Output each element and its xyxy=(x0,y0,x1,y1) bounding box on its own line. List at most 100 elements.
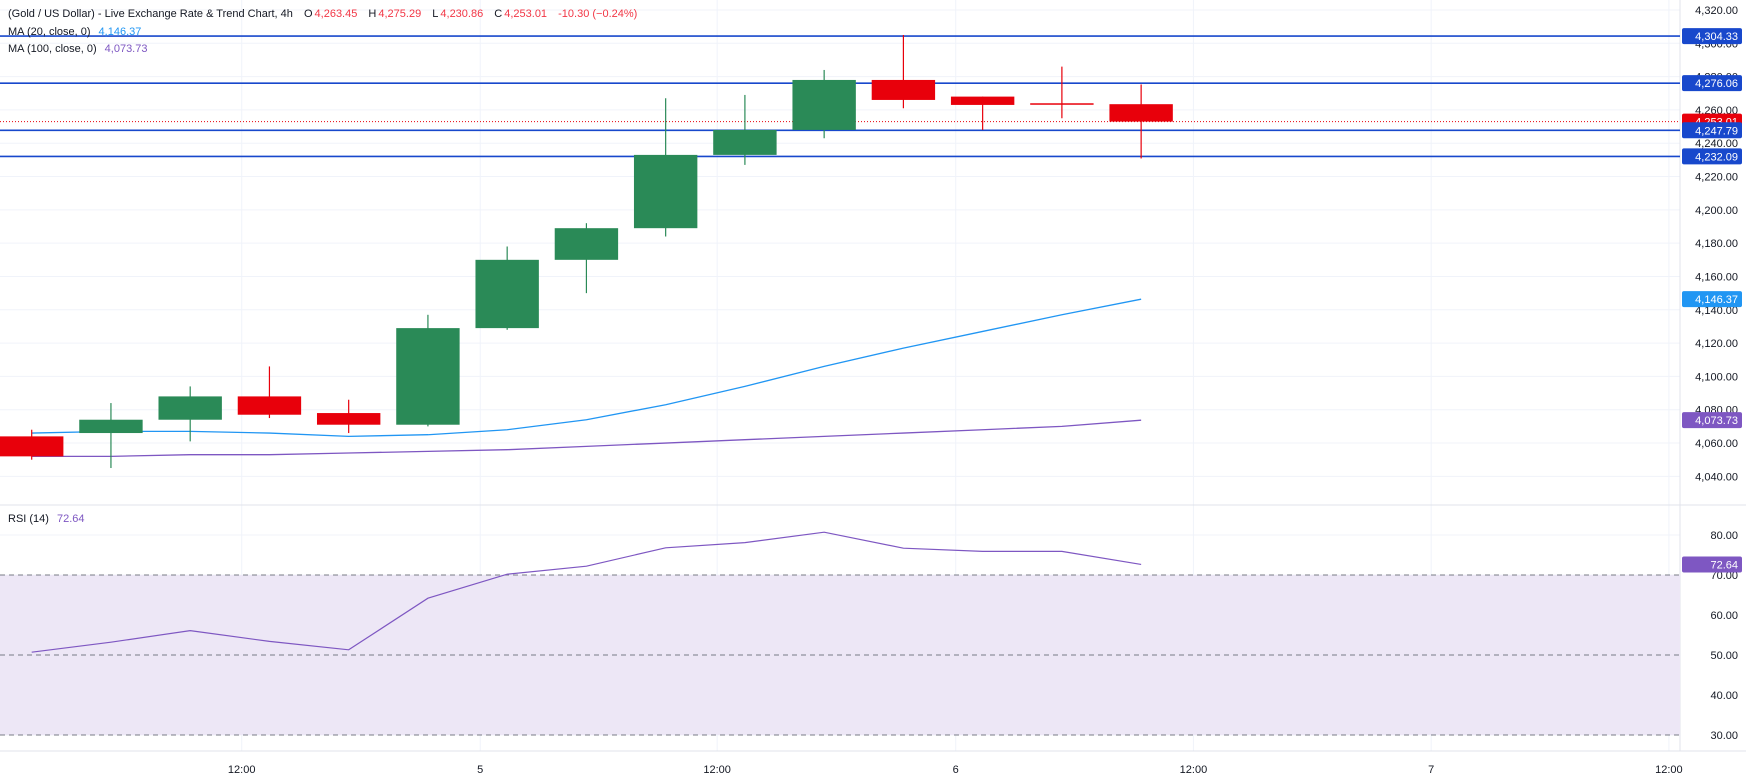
candle-body xyxy=(79,419,143,434)
rsi-tick-label: 40.00 xyxy=(1710,690,1738,702)
time-tick-label: 12:00 xyxy=(1180,764,1208,776)
time-tick-label: 12:00 xyxy=(1655,764,1683,776)
price-tag[interactable]: 4,146.37 xyxy=(1682,291,1742,308)
candle xyxy=(633,98,698,237)
price-tick-label: 4,140.00 xyxy=(1695,305,1738,317)
legend-low-value: 4,230.86 xyxy=(440,8,484,20)
legend-rsi-label: RSI (14) xyxy=(8,513,49,525)
candle xyxy=(792,69,856,139)
rsi-tick-label: 60.00 xyxy=(1710,610,1738,622)
time-tick-label: 12:00 xyxy=(703,764,731,776)
price-tag-bg xyxy=(1682,148,1742,165)
legend-main: (Gold / US Dollar) - Live Exchange Rate … xyxy=(8,8,639,20)
price-tag-bg xyxy=(1682,122,1742,139)
legend-close-label: C xyxy=(494,8,503,20)
price-tick-label: 4,240.00 xyxy=(1695,138,1738,150)
candle-body xyxy=(950,96,1015,105)
price-tag-text: 4,304.33 xyxy=(1695,31,1738,43)
price-tick-label: 4,060.00 xyxy=(1695,438,1738,450)
candle xyxy=(1030,66,1094,119)
price-tag-text: 4,247.79 xyxy=(1695,125,1738,137)
legend-ma20-value: 4,146.37 xyxy=(98,26,142,38)
candle xyxy=(158,386,222,442)
candle-body xyxy=(316,413,381,425)
legend-ma100-label: MA (100, close, 0) xyxy=(8,43,97,55)
price-tick-label: 4,040.00 xyxy=(1695,471,1738,483)
ma20-line xyxy=(31,298,1142,438)
candle xyxy=(0,429,64,460)
candle xyxy=(713,94,777,165)
price-tick-label: 4,200.00 xyxy=(1695,205,1738,217)
legend-ma20-label: MA (20, close, 0) xyxy=(8,26,91,38)
candle-body xyxy=(396,328,460,425)
price-tick-label: 4,220.00 xyxy=(1695,172,1738,184)
candle xyxy=(79,403,143,469)
legend-ma100-value: 4,073.73 xyxy=(104,43,148,55)
legend-rsi[interactable]: RSI (14) 72.64 xyxy=(8,513,87,525)
price-tag[interactable]: 4,304.33 xyxy=(1682,28,1742,45)
rsi-tick-label: 50.00 xyxy=(1710,650,1738,662)
price-tick-label: 4,120.00 xyxy=(1695,338,1738,350)
legend-ma100[interactable]: MA (100, close, 0) 4,073.73 xyxy=(8,43,149,55)
rsi-tick-label: 70.00 xyxy=(1710,570,1738,582)
price-tag-bg xyxy=(1682,412,1742,429)
legend-high-value: 4,275.29 xyxy=(378,8,422,20)
candle-body xyxy=(633,154,698,229)
ma100-line xyxy=(31,419,1142,458)
price-tick-label: 4,100.00 xyxy=(1695,371,1738,383)
candle xyxy=(396,314,460,427)
rsi-tick-label: 30.00 xyxy=(1710,730,1738,742)
candle xyxy=(871,34,936,109)
price-tick-label: 4,320.00 xyxy=(1695,5,1738,17)
candle-body xyxy=(792,79,856,130)
candle-body xyxy=(554,228,619,260)
candle xyxy=(950,96,1015,130)
legend-ma20[interactable]: MA (20, close, 0) 4,146.37 xyxy=(8,26,143,38)
legend-open-value: 4,263.45 xyxy=(314,8,358,20)
candle-body xyxy=(237,396,302,415)
candle xyxy=(237,366,302,419)
candle xyxy=(475,246,539,330)
legend-change-value: -10.30 (−0.24%) xyxy=(558,8,638,20)
candles xyxy=(0,34,1173,469)
legend-rsi-value: 72.64 xyxy=(56,513,85,525)
candle-body xyxy=(1030,103,1094,105)
price-tag-bg xyxy=(1682,75,1742,92)
rsi-tag-bg xyxy=(1682,556,1742,573)
candle-body xyxy=(1109,104,1173,122)
candle-body xyxy=(158,396,222,420)
price-tag-bg xyxy=(1682,291,1742,308)
price-tag[interactable]: 4,247.79 xyxy=(1682,122,1742,139)
legend-open-label: O xyxy=(303,8,313,20)
price-tag-text: 4,232.09 xyxy=(1695,151,1738,163)
time-tick-label: 5 xyxy=(477,764,483,776)
price-axis: 4,040.004,060.004,080.004,100.004,120.00… xyxy=(1695,5,1738,742)
time-tick-label: 12:00 xyxy=(228,764,256,776)
time-tick-label: 6 xyxy=(953,764,959,776)
candle xyxy=(1109,84,1173,159)
price-tag[interactable]: 4,073.73 xyxy=(1682,412,1742,429)
legend-symbol[interactable]: (Gold / US Dollar) - Live Exchange Rate … xyxy=(8,8,293,20)
rsi-line xyxy=(31,531,1142,653)
rsi-tag[interactable]: 72.64 xyxy=(1682,556,1742,573)
rsi-tick-label: 80.00 xyxy=(1710,530,1738,542)
price-tick-label: 4,180.00 xyxy=(1695,238,1738,250)
candle xyxy=(554,223,619,294)
legend-high-label: H xyxy=(368,8,377,20)
legend-low-label: L xyxy=(432,8,439,20)
time-tick-label: 7 xyxy=(1428,764,1434,776)
price-tag-text: 4,146.37 xyxy=(1695,294,1738,306)
candle xyxy=(316,399,381,434)
price-tag[interactable]: 4,276.06 xyxy=(1682,75,1742,92)
candle-body xyxy=(713,129,777,155)
price-tag-bg xyxy=(1682,28,1742,45)
price-tag-text: 4,276.06 xyxy=(1695,78,1738,90)
price-tick-label: 4,160.00 xyxy=(1695,271,1738,283)
rsi-tag-text: 72.64 xyxy=(1710,559,1738,571)
price-tag[interactable]: 4,232.09 xyxy=(1682,148,1742,165)
candle-body xyxy=(871,79,936,100)
candle-body xyxy=(475,259,539,329)
price-tag-text: 4,073.73 xyxy=(1695,415,1738,427)
legend-close-value: 4,253.01 xyxy=(504,8,548,20)
